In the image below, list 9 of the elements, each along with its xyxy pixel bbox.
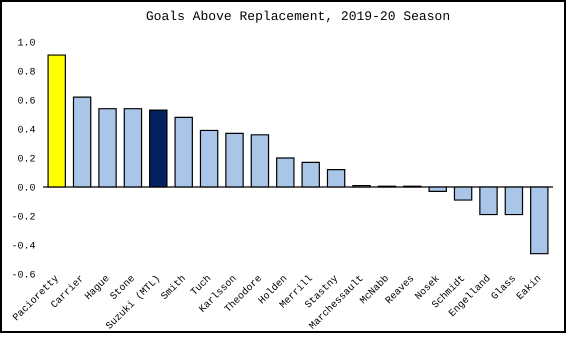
y-tick-label: 0.6 [17, 96, 36, 108]
y-tick-label: 0.8 [17, 68, 36, 78]
y-tick-label: 0.2 [17, 154, 36, 166]
chart-title: Goals Above Replacement, 2019-20 Season [146, 9, 450, 24]
y-tick-label: 0.4 [17, 126, 36, 136]
y-tick-label: -0.4 [11, 242, 36, 252]
y-tick-label: -0.2 [11, 212, 36, 224]
y-tick-label: 0.0 [17, 184, 36, 194]
y-tick-label: 1.0 [17, 38, 36, 50]
